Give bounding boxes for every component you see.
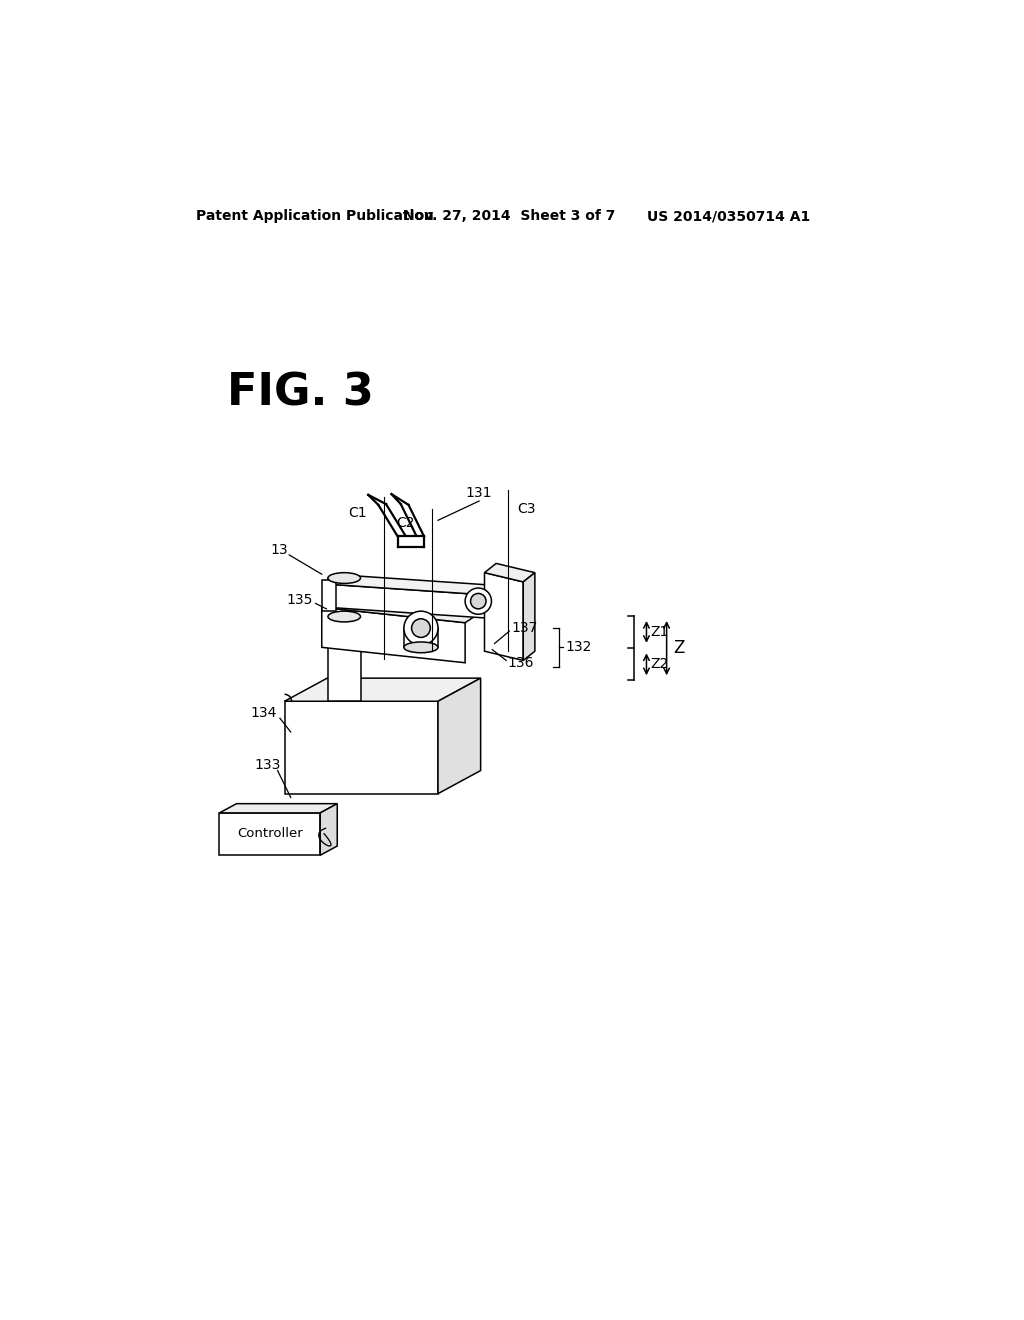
Text: 132: 132	[565, 640, 592, 655]
Polygon shape	[403, 628, 438, 647]
Text: 13: 13	[270, 543, 288, 557]
Ellipse shape	[328, 696, 360, 706]
Text: Controller: Controller	[237, 828, 303, 841]
Text: Patent Application Publication: Patent Application Publication	[197, 209, 434, 223]
Ellipse shape	[403, 642, 438, 653]
Text: Z2: Z2	[650, 657, 669, 672]
Polygon shape	[484, 573, 523, 660]
Polygon shape	[322, 607, 465, 663]
Text: 133: 133	[254, 758, 281, 772]
Polygon shape	[219, 813, 321, 855]
Text: 136: 136	[508, 656, 535, 669]
Text: 135: 135	[287, 593, 313, 607]
Text: US 2014/0350714 A1: US 2014/0350714 A1	[647, 209, 811, 223]
Polygon shape	[499, 586, 512, 619]
Polygon shape	[219, 804, 337, 813]
Text: 137: 137	[512, 622, 538, 635]
Polygon shape	[322, 581, 336, 611]
Polygon shape	[484, 564, 535, 582]
Circle shape	[465, 589, 492, 614]
Circle shape	[412, 619, 430, 638]
Text: C2: C2	[396, 516, 415, 531]
Polygon shape	[328, 576, 512, 595]
Polygon shape	[438, 678, 480, 793]
Polygon shape	[523, 573, 535, 660]
Polygon shape	[285, 701, 438, 793]
Text: C3: C3	[517, 502, 536, 516]
Text: Z1: Z1	[650, 624, 669, 639]
Polygon shape	[328, 616, 360, 701]
Text: C1: C1	[348, 506, 367, 520]
Text: 131: 131	[466, 486, 493, 500]
Text: 134: 134	[251, 706, 276, 719]
Text: Z: Z	[673, 639, 684, 657]
Text: Nov. 27, 2014  Sheet 3 of 7: Nov. 27, 2014 Sheet 3 of 7	[403, 209, 615, 223]
Ellipse shape	[328, 611, 360, 622]
Ellipse shape	[328, 573, 360, 583]
Circle shape	[471, 594, 486, 609]
Text: FIG. 3: FIG. 3	[227, 372, 374, 414]
Polygon shape	[328, 578, 360, 616]
Polygon shape	[285, 678, 480, 701]
Polygon shape	[321, 804, 337, 855]
Polygon shape	[328, 585, 499, 619]
Polygon shape	[322, 598, 479, 623]
Circle shape	[403, 611, 438, 645]
